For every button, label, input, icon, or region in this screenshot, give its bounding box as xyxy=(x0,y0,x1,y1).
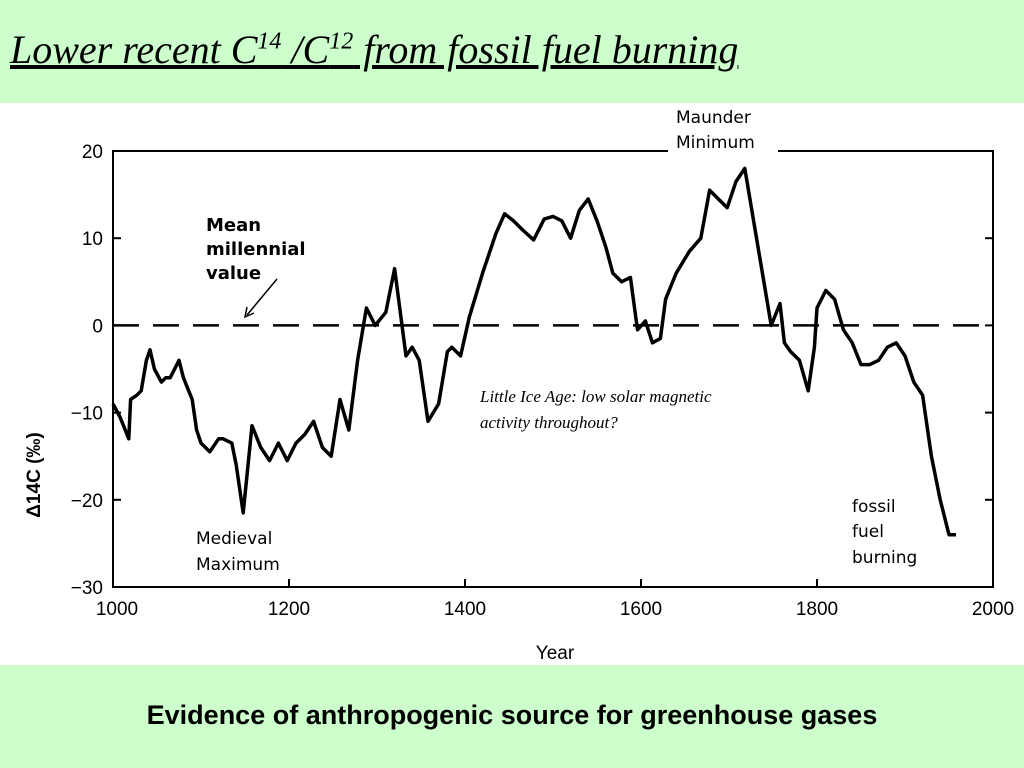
y-axis-ticks: 20 10 0 −10 −20 −30 xyxy=(71,142,993,599)
annotation-maunder-line1: Maunder xyxy=(676,108,751,128)
slide-footer-caption: Evidence of anthropogenic source for gre… xyxy=(146,700,878,730)
annotation-fossil-line3: burning xyxy=(852,548,917,568)
title-superscript-14: 14 xyxy=(257,28,282,55)
title-text-main: Lower recent C xyxy=(10,27,258,72)
title-superscript-12: 12 xyxy=(329,28,354,55)
annotation-medieval-line1: Medieval xyxy=(196,529,272,549)
title-text-tail: from fossil fuel burning xyxy=(353,27,739,72)
mean-arrow xyxy=(243,278,278,319)
plot-frame xyxy=(112,150,994,588)
maunder-label-mask xyxy=(668,105,778,155)
annotation-mean-line1: Mean xyxy=(206,215,261,236)
slide-title: Lower recent C14 /C12 from fossil fuel b… xyxy=(10,26,738,73)
annotation-little-ice-age-line1: Little Ice Age: low solar magnetic xyxy=(479,387,712,406)
x-tick-label: 1400 xyxy=(444,599,486,620)
x-tick-label: 1000 xyxy=(96,599,138,620)
annotation-little-ice-age-line2: activity throughout? xyxy=(480,413,618,432)
y-tick-label: 20 xyxy=(82,142,103,163)
chart-svg: 1000 1200 1400 1600 1800 2000 20100−10−20−30 … xyxy=(24,105,1014,664)
y-tick-label: 10 xyxy=(82,229,103,250)
x-tick-label: 1200 xyxy=(268,599,310,620)
annotation-mean-line3: value xyxy=(206,263,261,284)
y-tick-label: −10 xyxy=(71,404,103,425)
x-tick-label: 1800 xyxy=(796,599,838,620)
y-tick-label: −30 xyxy=(71,578,103,599)
y-tick-label: 0 xyxy=(92,316,103,337)
annotation-fossil-line2: fuel xyxy=(852,522,884,542)
annotation-fossil-line1: fossil xyxy=(852,497,896,517)
delta-c14-series-line xyxy=(111,166,956,537)
y-axis-label: Δ14C (‰) xyxy=(24,432,45,517)
annotation-mean-line2: millennial xyxy=(206,239,306,260)
title-text-mid: /C xyxy=(281,27,330,72)
x-tick-label: 1600 xyxy=(620,599,662,620)
annotation-maunder-line2: Minimum xyxy=(676,133,755,153)
y-tick-label: −20 xyxy=(71,491,103,512)
annotation-medieval-line2: Maximum xyxy=(196,555,280,575)
x-axis-label: Year xyxy=(536,643,575,664)
x-axis-ticks: 1000 1200 1400 1600 1800 2000 xyxy=(96,579,1014,620)
chart-panel: 1000 1200 1400 1600 1800 2000 20 10 0 −10 −20 −30 … xyxy=(0,103,1024,665)
x-tick-label: 2000 xyxy=(972,599,1014,620)
